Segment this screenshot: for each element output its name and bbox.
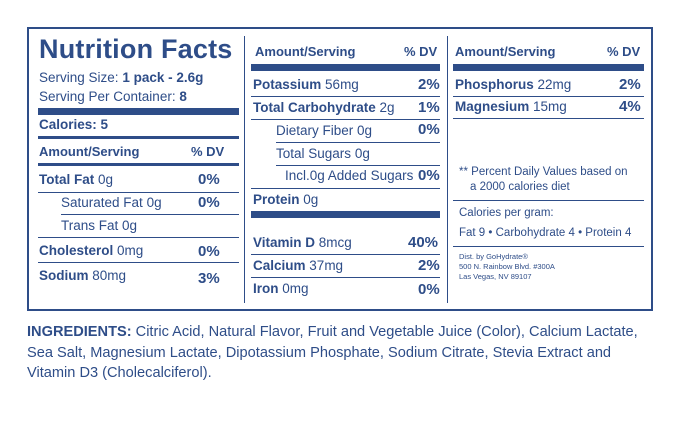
row-divider — [453, 96, 644, 97]
nutrient-total-carbohydrate: Total Carbohydrate 2g — [253, 100, 395, 115]
amount-serving-header: Amount/Serving — [455, 44, 556, 59]
dv-potassium: 2% — [418, 76, 440, 93]
dv-vitamin-d: 40% — [408, 234, 439, 251]
dv-sodium: 3% — [198, 270, 220, 287]
dv-calcium: 2% — [418, 257, 440, 274]
row-divider — [276, 165, 440, 166]
amount-serving-header: Amount/Serving — [255, 44, 356, 59]
distributor-line-3: Las Vegas, NV 89107 — [459, 272, 532, 281]
nutrient-magnesium: Magnesium 15mg — [455, 99, 567, 114]
nutrient-saturated-fat: Saturated Fat 0g — [61, 195, 162, 210]
nutrient-added-sugars: Incl.0g Added Sugars — [285, 168, 414, 183]
divider-thick — [251, 64, 440, 71]
nutrient-trans-fat: Trans Fat 0g — [61, 218, 138, 233]
nutrient-total-sugars: Total Sugars 0g — [276, 146, 370, 161]
row-divider — [38, 192, 239, 193]
row-divider — [453, 246, 644, 247]
distributor-line-1: Dist. by GoHydrate® — [459, 252, 528, 261]
nutrient-total-fat: Total Fat 0g — [39, 172, 114, 187]
nutrient-potassium: Potassium 56mg — [253, 77, 359, 92]
divider-thick — [251, 211, 440, 218]
divider-thick — [453, 64, 644, 71]
dv-iron: 0% — [418, 281, 440, 298]
row-divider — [38, 237, 239, 238]
column-separator — [244, 36, 245, 303]
dv-cholesterol: 0% — [198, 243, 220, 260]
nutrient-vitamin-d: Vitamin D 8mcg — [253, 235, 352, 250]
nutrition-facts-title: Nutrition Facts — [39, 34, 233, 64]
divider-medium — [38, 136, 239, 139]
amount-serving-header: Amount/Serving — [39, 144, 140, 159]
row-divider — [251, 119, 440, 120]
row-divider — [251, 254, 440, 255]
dv-total-fat: 0% — [198, 171, 220, 188]
calories-per-gram-label: Calories per gram: — [459, 207, 554, 219]
dv-header: % DV — [607, 44, 641, 59]
ingredients-list: Citric Acid, Natural Flavor, Fruit and V… — [27, 324, 638, 381]
dv-total-carbohydrate: 1% — [418, 99, 440, 116]
nutrient-protein: Protein 0g — [253, 192, 319, 207]
nutrient-dietary-fiber: Dietary Fiber 0g — [276, 123, 373, 138]
dv-header: % DV — [191, 144, 225, 159]
dv-magnesium: 4% — [619, 98, 641, 115]
row-divider — [276, 142, 440, 143]
nutrient-calcium: Calcium 37mg — [253, 258, 344, 273]
footnote-line-1: ** Percent Daily Values based on — [459, 166, 628, 178]
nutrient-iron: Iron 0mg — [253, 281, 309, 296]
row-divider — [453, 118, 644, 119]
calories: Calories: 5 — [39, 117, 109, 132]
row-divider — [251, 96, 440, 97]
row-divider — [61, 214, 239, 215]
divider-medium — [38, 163, 239, 166]
calories-per-gram-values: Fat 9 • Carbohydrate 4 • Protein 4 — [459, 227, 632, 239]
nutrition-facts-panel — [27, 27, 653, 311]
dv-added-sugars: 0% — [418, 167, 440, 184]
dv-saturated-fat: 0% — [198, 194, 220, 211]
ingredients-label: INGREDIENTS: — [27, 324, 132, 340]
distributor-line-2: 500 N. Rainbow Blvd. #300A — [459, 262, 555, 271]
row-divider — [251, 188, 440, 189]
nutrient-cholesterol: Cholesterol 0mg — [39, 243, 144, 258]
nutrient-phosphorus: Phosphorus 22mg — [455, 77, 572, 92]
row-divider — [251, 277, 440, 278]
nutrient-sodium: Sodium 80mg — [39, 268, 127, 283]
row-divider — [453, 200, 644, 201]
servings-per-container: Serving Per Container: 8 — [39, 89, 187, 104]
dv-phosphorus: 2% — [619, 76, 641, 93]
dv-header: % DV — [404, 44, 438, 59]
ingredients-text: INGREDIENTS: Citric Acid, Natural Flavor… — [27, 322, 653, 384]
row-divider — [38, 262, 239, 263]
serving-size: Serving Size: 1 pack - 2.6g — [39, 70, 204, 85]
column-separator — [447, 36, 448, 303]
dv-dietary-fiber: 0% — [418, 121, 440, 138]
footnote-line-2: a 2000 calories diet — [470, 181, 570, 193]
divider-thick — [38, 108, 239, 115]
